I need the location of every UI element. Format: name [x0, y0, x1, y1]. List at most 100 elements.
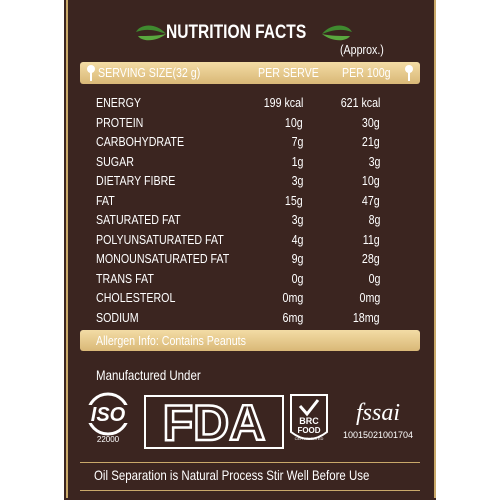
nutrient-value: 9g — [289, 249, 303, 268]
cell-text: MONOUNSATURATED FAT — [96, 251, 230, 266]
cell-text: 3g — [291, 173, 303, 188]
brc-food: FOOD — [297, 426, 320, 435]
nutrient-row: CHOLESTEROL 0mg 0mg — [64, 288, 436, 307]
nutrient-value: 4g — [289, 230, 303, 249]
nutrient-name: POLYUNSATURATED FAT — [96, 230, 252, 249]
nutrient-name: SUGAR — [96, 152, 142, 171]
nutrient-name: CARBOHYDRATE — [96, 132, 203, 151]
nutrient-value: 3g — [289, 210, 303, 229]
nutrient-name: ENERGY — [96, 93, 151, 112]
cell-text: PROTEIN — [96, 114, 144, 130]
nutrient-value: 6mg — [278, 308, 303, 327]
fda-logo: FDA — [144, 394, 284, 452]
nutrient-value: 0g — [289, 269, 303, 288]
nutrient-row: CARBOHYDRATE 7g 21g — [64, 132, 436, 151]
nutrient-value: 10g — [281, 113, 303, 132]
spoon-icon — [405, 65, 413, 81]
nutrient-name: FAT — [96, 191, 119, 210]
divider — [80, 462, 420, 463]
leaf-left — [136, 25, 166, 41]
cell-text: 0mg — [282, 290, 303, 305]
cell-text: 0g — [291, 270, 303, 286]
nutrient-row: SODIUM 6mg 18mg — [64, 308, 436, 327]
header-cell: PER SERVE — [258, 65, 319, 80]
cell-text: 21g — [362, 134, 380, 149]
nutrient-name: SATURATED FAT — [96, 210, 199, 229]
cell-text: SUGAR — [96, 153, 134, 169]
cell-text: SODIUM — [96, 309, 139, 325]
border — [66, 0, 436, 498]
allergen-bar: Allergen Info: Contains Peanuts — [80, 330, 420, 351]
nutrient-value: 10g — [358, 171, 380, 190]
nutrient-name: MONOUNSATURATED FAT — [96, 249, 259, 268]
nutrient-value: 30g — [358, 113, 380, 132]
cell-text: 4g — [291, 231, 303, 247]
nutrient-row: ENERGY 199 kcal 621 kcal — [64, 93, 436, 112]
cell-text: CARBOHYDRATE — [96, 134, 185, 149]
spoon-icon — [87, 65, 95, 81]
cell-text: DIETARY FIBRE — [96, 173, 176, 188]
allergen-text: Allergen Info: Contains Peanuts — [96, 333, 246, 348]
iso-logo: ISO 22000 — [78, 392, 138, 444]
nutrient-value: 3g — [366, 152, 380, 171]
fssai-text: fssai — [356, 400, 400, 426]
iso-number: 22000 — [97, 435, 120, 444]
cell-text: FAT — [96, 192, 115, 208]
cell-text: 30g — [362, 114, 380, 130]
manufactured-text: Manufactured Under — [96, 367, 201, 383]
nutrient-value: 1g — [289, 152, 303, 171]
cell-text: SATURATED FAT — [96, 212, 181, 227]
cell-text: 8g — [368, 212, 380, 227]
nutrient-row: MONOUNSATURATED FAT 9g 28g — [64, 249, 436, 268]
fssai-number: 10015021001704 — [343, 430, 413, 440]
cell-text: 47g — [362, 192, 380, 208]
nutrient-value: 3g — [289, 171, 303, 190]
nutrient-row: FAT 15g 47g — [64, 191, 436, 210]
fssai-logo: fssai 10015021001704 — [343, 400, 413, 440]
cell-text: CHOLESTEROL — [96, 290, 176, 305]
cell-text: 18mg — [353, 309, 380, 325]
cell-text: 199 kcal — [263, 95, 303, 110]
nutrient-name: DIETARY FIBRE — [96, 171, 193, 190]
cell-text: 10g — [285, 114, 303, 130]
nutrient-name: TRANS FAT — [96, 269, 167, 288]
nutrient-value: 7g — [289, 132, 303, 151]
nutrient-name: SODIUM — [96, 308, 148, 327]
cell-text: 9g — [291, 251, 303, 266]
iso-text: ISO — [91, 404, 126, 426]
cell-text: 0mg — [359, 290, 380, 305]
cell-text: 3g — [291, 212, 303, 227]
nutrient-value: 15g — [281, 191, 303, 210]
nutrient-name: PROTEIN — [96, 113, 154, 132]
brc-cert: CERTIFICATED — [295, 436, 324, 441]
footer-text: Oil Separation is Natural Process Stir W… — [94, 467, 370, 483]
nutrient-value: 621 kcal — [332, 93, 380, 112]
nutrient-value: 11g — [359, 230, 380, 249]
nutrient-value: 47g — [358, 191, 380, 210]
cell-text: ENERGY — [96, 95, 142, 110]
cell-text: 28g — [362, 251, 380, 266]
nutrient-value: 0mg — [278, 288, 303, 307]
leaf-right — [322, 25, 352, 41]
header-cell: SERVING SIZE(32 g) — [98, 65, 201, 80]
cell-text: 7g — [291, 134, 303, 149]
cell-text: POLYUNSATURATED FAT — [96, 231, 224, 247]
nutrient-name: CHOLESTEROL — [96, 288, 193, 307]
nutrient-value: 199 kcal — [255, 93, 303, 112]
cell-text: 0g — [368, 270, 380, 286]
cell-text: 15g — [285, 192, 303, 208]
cell-text: 10g — [362, 173, 380, 188]
cell-text: 1g — [291, 153, 303, 169]
nutrient-row: POLYUNSATURATED FAT 4g 11g — [64, 230, 436, 249]
divider — [80, 490, 420, 491]
nutrient-row: SUGAR 1g 3g — [64, 152, 436, 171]
cell-text: 621 kcal — [340, 95, 380, 110]
nutrient-value: 18mg — [347, 308, 380, 327]
approx-note: (Approx.) — [340, 42, 384, 57]
cell-text: 11g — [362, 231, 380, 247]
fda-text: FDA — [163, 395, 266, 451]
nutrient-row: DIETARY FIBRE 3g 10g — [64, 171, 436, 190]
cell-text: 6mg — [282, 309, 303, 325]
label-panel: NUTRITION FACTS (Approx.) SERVING SIZE(3… — [64, 0, 436, 500]
nutrient-value: 0g — [366, 269, 380, 288]
